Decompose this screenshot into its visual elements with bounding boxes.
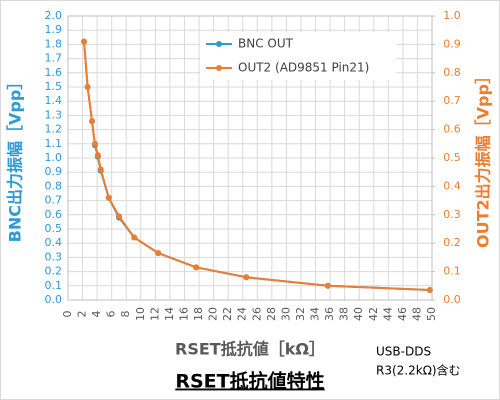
y-tick-label: 1.1	[45, 137, 63, 150]
x-tick-label: 34	[309, 307, 322, 321]
point	[81, 38, 88, 45]
annotation: USB-DDS	[376, 345, 431, 359]
y2-axis-title: OUT2出力振幅［Vpp］	[474, 68, 493, 248]
chart-title: RSET抵抗値特性	[175, 370, 324, 393]
x-tick-label: 14	[163, 307, 176, 321]
x-tick-label: 30	[279, 307, 292, 321]
y2-tick-label: 0.6	[443, 123, 461, 136]
x-tick-label: 50	[425, 307, 438, 321]
annotation: R3(2.2kΩ)含む	[376, 363, 461, 378]
y2-tick-label: 0.8	[443, 66, 461, 79]
y-tick-label: 1.6	[45, 66, 63, 79]
y-axis-title: BNC出力振幅［Vpp］	[6, 74, 25, 243]
y-tick-label: 0.2	[45, 265, 63, 278]
series-line	[83, 41, 430, 292]
y-tick-label: 1.5	[45, 80, 63, 93]
x-tick-label: 48	[410, 307, 423, 321]
y-tick-label: 1.3	[45, 108, 63, 121]
y-tick-label: 2.0	[45, 9, 63, 22]
y2-tick-label: 0.7	[443, 94, 461, 107]
y-tick-label: 0.7	[45, 194, 63, 207]
legend-label: OUT2 (AD9851 Pin21)	[238, 61, 369, 75]
x-tick-label: 18	[192, 307, 205, 321]
y-tick-label: 1.2	[45, 123, 63, 136]
x-tick-label: 42	[367, 307, 380, 321]
x-tick-label: 38	[338, 307, 351, 321]
y-tick-label: 0.3	[45, 250, 63, 263]
point	[131, 234, 138, 241]
x-tick-label: 0	[61, 311, 74, 318]
legend-label: BNC OUT	[238, 37, 294, 51]
y-tick-label: 0.8	[45, 179, 63, 192]
legend-box	[200, 32, 396, 80]
y-tick-label: 1.0	[45, 151, 63, 164]
x-tick-label: 36	[323, 307, 336, 321]
y-tick-label: 1.7	[45, 52, 63, 65]
y-tick-label: 0.6	[45, 208, 63, 221]
y2-tick-label: 0.9	[443, 37, 461, 50]
point	[324, 282, 331, 289]
point	[97, 166, 104, 173]
x-tick-label: 28	[265, 307, 278, 321]
point	[89, 118, 96, 125]
x-tick-label: 20	[207, 307, 220, 321]
y2-tick-label: 1.0	[443, 9, 461, 22]
x-tick-label: 10	[134, 307, 147, 321]
legend-marker	[216, 65, 222, 71]
y-tick-label: 0.4	[45, 236, 63, 249]
y-tick-label: 0.1	[45, 279, 63, 292]
point	[426, 287, 433, 294]
legend-marker	[216, 41, 222, 47]
y-tick-label: 0.9	[45, 165, 63, 178]
x-tick-label: 8	[119, 311, 132, 318]
y2-tick-label: 0.1	[443, 265, 461, 278]
point	[115, 213, 122, 220]
y-tick-label: 0.0	[45, 293, 63, 306]
y-tick-label: 1.9	[45, 23, 63, 36]
point	[91, 140, 98, 147]
x-axis-title: RSET抵抗値［kΩ］	[175, 340, 325, 359]
x-tick-label: 2	[76, 311, 89, 318]
y-tick-label: 0.5	[45, 222, 63, 235]
y2-tick-label: 0.3	[443, 208, 461, 221]
y-tick-label: 1.8	[45, 37, 63, 50]
x-tick-label: 46	[396, 307, 409, 321]
y2-tick-label: 0.5	[443, 151, 461, 164]
point	[84, 84, 91, 90]
x-tick-label: 12	[148, 307, 161, 321]
point	[94, 152, 101, 159]
y2-tick-label: 0.2	[443, 236, 461, 249]
point	[243, 274, 250, 281]
x-tick-label: 22	[221, 307, 234, 321]
point	[155, 250, 162, 257]
x-tick-label: 26	[250, 307, 263, 321]
y-tick-label: 1.4	[45, 94, 63, 107]
x-tick-label: 16	[177, 307, 190, 321]
x-tick-label: 44	[381, 307, 394, 321]
y2-tick-label: 0.4	[443, 179, 461, 192]
x-tick-label: 24	[236, 307, 249, 321]
point	[193, 264, 200, 271]
x-tick-label: 32	[294, 307, 307, 321]
x-tick-label: 6	[105, 311, 118, 318]
y2-tick-label: 0.0	[443, 293, 461, 306]
plot-frame	[67, 15, 433, 301]
x-tick-label: 40	[352, 307, 365, 321]
point	[105, 194, 112, 201]
x-tick-label: 4	[90, 311, 103, 318]
